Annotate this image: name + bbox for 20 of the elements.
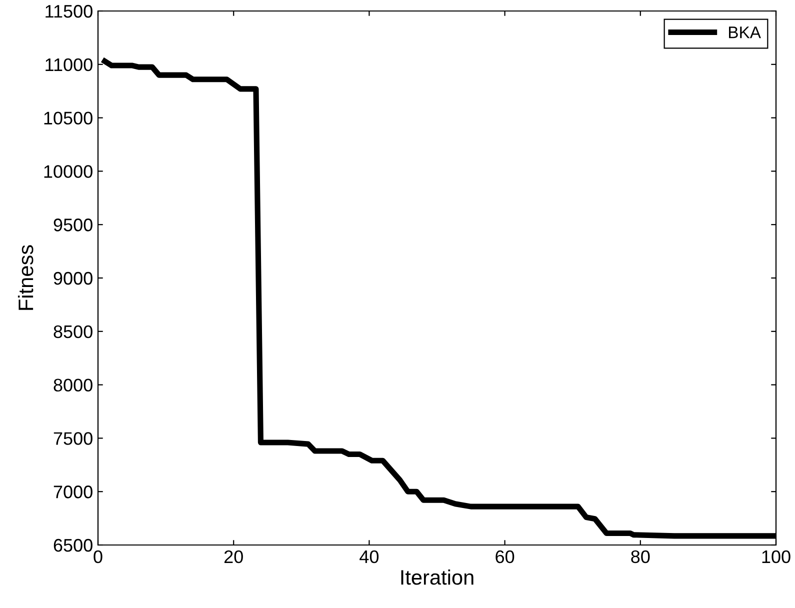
y-axis-title: Fitness xyxy=(18,245,34,310)
y-tick-label: 10000 xyxy=(44,165,92,178)
x-tick-label: 80 xyxy=(631,550,650,564)
x-tick-label: 20 xyxy=(224,550,243,564)
y-tick-label: 8500 xyxy=(54,325,92,338)
y-tick-label: 7500 xyxy=(54,432,92,445)
y-tick-label: 7000 xyxy=(54,486,92,498)
legend-label: BKA xyxy=(729,26,761,38)
x-tick-label: 0 xyxy=(94,550,102,564)
x-axis-title: Iteration xyxy=(401,569,474,585)
y-tick-label: 11500 xyxy=(46,4,92,18)
y-tick-label: 6500 xyxy=(54,538,92,552)
y-tick-label: 8000 xyxy=(54,378,92,392)
x-tick-label: 40 xyxy=(360,550,379,564)
y-tick-label: 9500 xyxy=(54,218,92,232)
x-tick-label: 100 xyxy=(762,550,790,564)
y-tick-label: 11000 xyxy=(46,58,92,72)
y-tick-label: 9000 xyxy=(54,272,92,285)
y-tick-label: 10500 xyxy=(44,112,92,125)
x-tick-label: 60 xyxy=(496,550,514,564)
